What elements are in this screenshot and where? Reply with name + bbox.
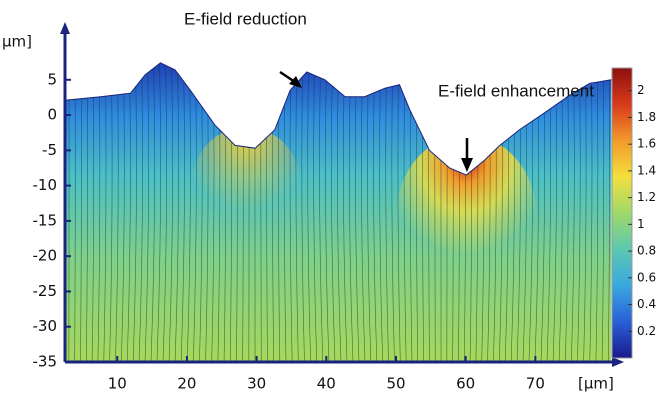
annotation: E-field reduction xyxy=(184,9,307,28)
annotation: E-field enhancement xyxy=(438,81,594,100)
x-tick-label: 40 xyxy=(317,375,336,393)
colorbar-tick-label: 0.6 xyxy=(637,270,656,284)
x-axis-label: [μm] xyxy=(578,375,614,393)
y-tick-label: -35 xyxy=(33,353,58,371)
y-axis-label: μm] xyxy=(2,33,32,51)
y-tick-label: -5 xyxy=(42,141,57,159)
y-axis-arrow xyxy=(60,22,70,34)
colorbar-tick-label: 2 xyxy=(637,83,645,97)
y-tick-label: -25 xyxy=(33,282,58,300)
colorbar-tick-label: 1 xyxy=(637,217,645,231)
y-tick-label: 5 xyxy=(47,70,57,88)
x-tick-label: 10 xyxy=(108,375,127,393)
y-tick-label: 0 xyxy=(47,106,57,124)
colorbar-tick-label: 1.6 xyxy=(637,137,656,151)
x-tick-label: 60 xyxy=(456,375,475,393)
colorbar-tick-label: 0.4 xyxy=(637,297,656,311)
colorbar-tick-label: 1.8 xyxy=(637,110,656,124)
y-tick-label: -20 xyxy=(33,247,58,265)
colorbar xyxy=(612,68,632,358)
colorbar-tick-label: 0.2 xyxy=(637,324,656,338)
y-tick-label: -30 xyxy=(33,317,58,335)
x-tick-label: 20 xyxy=(177,375,196,393)
x-tick-label: 70 xyxy=(526,375,545,393)
colorbar-tick-label: 1.2 xyxy=(637,190,656,204)
colorbar-tick-label: 1.4 xyxy=(637,163,656,177)
x-tick-label: 30 xyxy=(247,375,266,393)
y-tick-label: -10 xyxy=(33,176,58,194)
arrow-head xyxy=(461,158,473,172)
x-tick-label: 50 xyxy=(386,375,405,393)
y-tick-label: -15 xyxy=(33,211,58,229)
colorbar-tick-label: 0.8 xyxy=(637,244,656,258)
